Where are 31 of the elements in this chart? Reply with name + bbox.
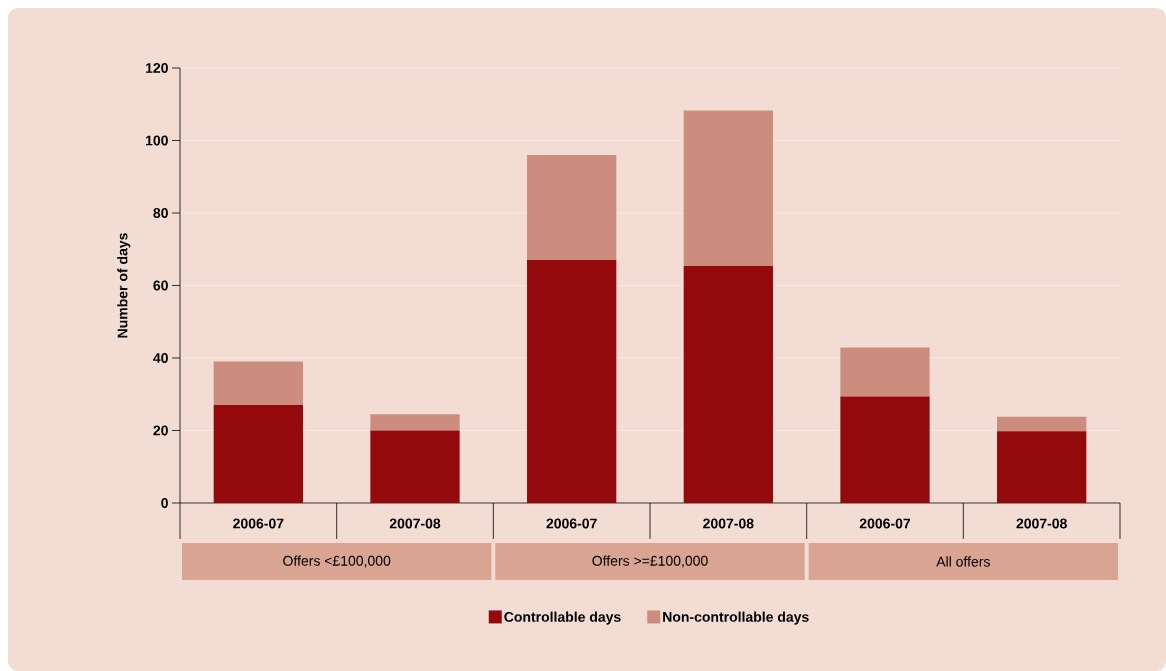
x-tick-label: 2006-07 [233, 518, 284, 529]
y-tick-label: 100 [146, 135, 168, 146]
legend-label: Controllable days [504, 611, 621, 625]
bar [840, 347, 930, 397]
x-tick-label: 2006-07 [859, 518, 911, 529]
bar [213, 405, 303, 503]
bar [527, 154, 617, 261]
y-tick-label: 0 [161, 498, 168, 508]
x-tick-label: 2007-08 [389, 518, 441, 529]
bar [997, 416, 1087, 432]
bar [683, 110, 773, 266]
text: Offers >=£100,000 [592, 555, 708, 568]
y-tick-label: 120 [146, 63, 168, 73]
bar [997, 431, 1087, 503]
text: All offers [936, 556, 990, 567]
bar [370, 414, 460, 431]
text: Offers <£100,000 [283, 555, 391, 568]
x-tick-label: 2007-08 [1016, 518, 1067, 529]
x-tick-label: 2006-07 [546, 518, 597, 529]
bar [840, 396, 930, 503]
y-tick-label: 60 [153, 280, 168, 291]
bar [683, 265, 773, 503]
y-axis-title: Number of days [117, 233, 131, 338]
legend-label: Non-controllable days [663, 611, 809, 625]
bar [370, 430, 460, 503]
bar [527, 260, 617, 503]
y-tick-label: 20 [153, 425, 168, 436]
bar [213, 361, 303, 406]
x-tick-label: 2007-08 [703, 518, 754, 529]
y-tick-label: 80 [153, 208, 168, 218]
y-tick-label: 40 [153, 353, 168, 363]
